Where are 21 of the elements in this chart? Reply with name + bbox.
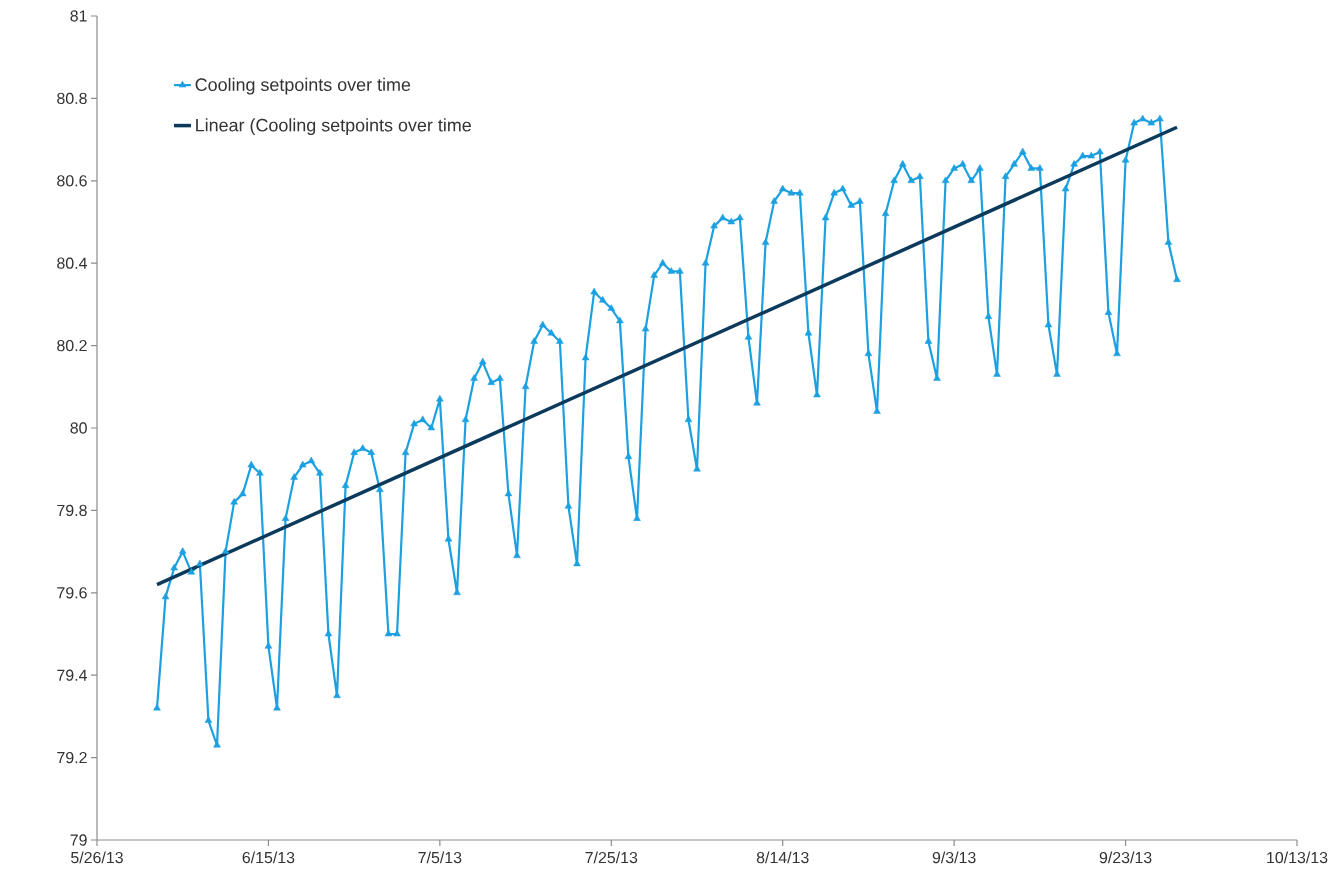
y-tick-label: 80 [70,422,87,434]
y-tick-label: 81 [70,10,87,22]
x-tick-label: 10/13/13 [1267,851,1328,864]
legend-label: Cooling setpoints over time [195,77,411,95]
y-tick-label: 79.4 [57,669,87,681]
y-tick-label: 80.2 [57,339,87,352]
y-tick-label: 80.6 [57,175,87,187]
x-tick-label: 5/26/13 [71,851,123,864]
x-tick-label: 7/5/13 [418,851,462,864]
x-tick-label: 9/23/13 [1099,851,1152,864]
x-tick-label: 8/14/13 [756,851,809,864]
x-tick-label: 7/25/13 [585,851,638,864]
x-tick-label: 9/3/13 [932,851,976,864]
x-tick-label: 6/15/13 [242,851,295,864]
y-tick-label: 79.2 [57,751,87,764]
y-tick-label: 79 [70,834,87,846]
y-tick-label: 79.6 [57,587,87,599]
y-tick-label: 80.4 [57,257,87,269]
y-tick-label: 79.8 [57,504,87,517]
legend-label: Linear (Cooling setpoints over time [196,118,471,136]
y-tick-label: 80.8 [57,92,87,105]
